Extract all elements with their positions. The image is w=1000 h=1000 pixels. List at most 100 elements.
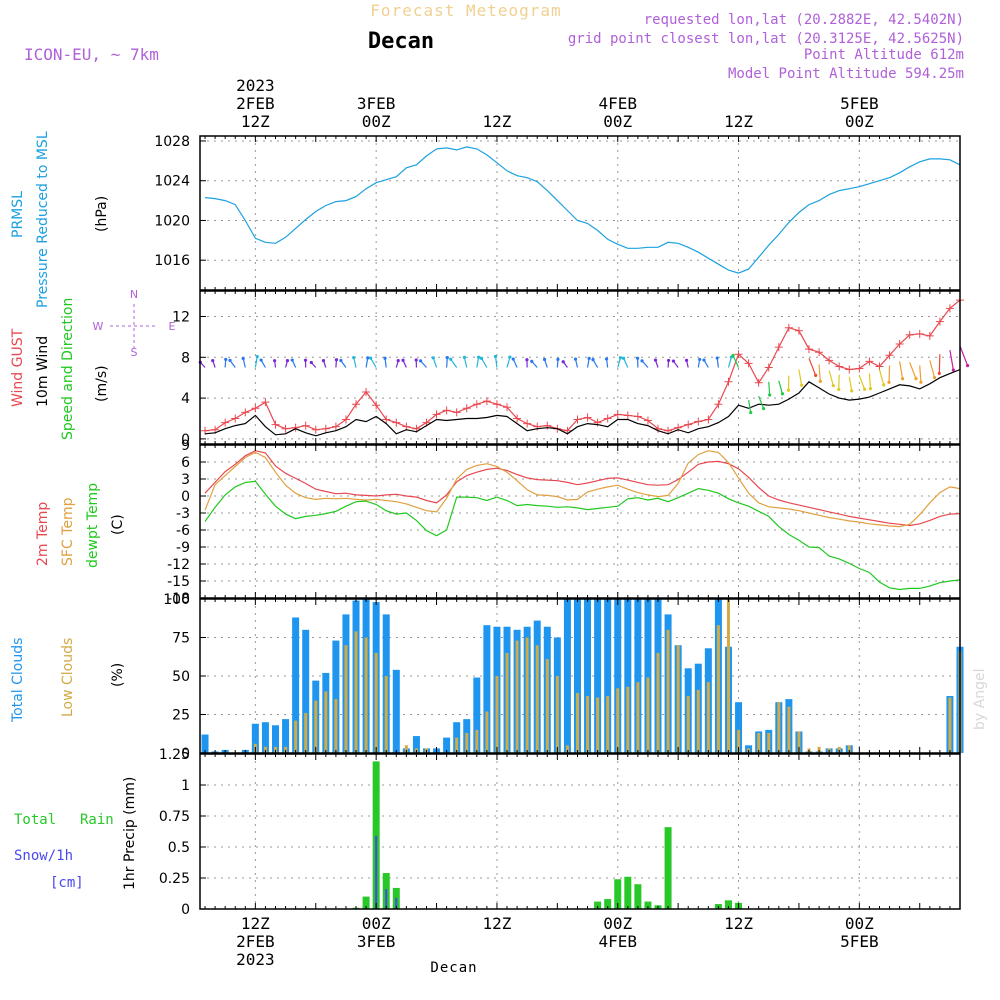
bottom-time-label: 12Z xyxy=(483,914,512,933)
wind-arrow-head xyxy=(366,356,370,360)
gust-marker xyxy=(523,419,532,428)
low-cloud-bar xyxy=(616,688,620,753)
low-cloud-bar xyxy=(837,746,841,753)
low-cloud-bar xyxy=(696,689,700,753)
gust-marker xyxy=(241,408,250,417)
wind-direction-arrow xyxy=(899,361,904,379)
wind-arrow-head xyxy=(831,384,835,388)
low-cloud-label: Low Clouds xyxy=(60,638,76,717)
wind-direction-arrow xyxy=(818,364,821,382)
gust-marker xyxy=(583,413,592,422)
wind-arrow-head xyxy=(618,356,623,360)
gust-marker xyxy=(372,401,381,410)
gust-marker xyxy=(291,423,300,432)
wind-arrow-head xyxy=(731,353,735,358)
pressure-ytick-label: 1024 xyxy=(154,174,190,190)
wind-arrow-head xyxy=(666,358,671,363)
low-cloud-bar xyxy=(737,729,741,753)
low-cloud-bar xyxy=(384,676,388,753)
gust-marker xyxy=(281,424,290,433)
temp-ytick-label: 3 xyxy=(181,472,190,488)
wind-arrow-head xyxy=(640,359,644,363)
sfc-label: SFC Temp xyxy=(60,497,76,566)
bottom-time-label: 3FEB xyxy=(357,932,396,951)
precip-unit: 1hr Precip (mm) xyxy=(122,777,138,890)
precip-ytick-label: 0.25 xyxy=(159,871,190,887)
low-cloud-bar xyxy=(565,745,569,753)
rain-bar xyxy=(624,876,632,909)
gust-marker xyxy=(643,416,652,425)
total-cloud-bar xyxy=(261,722,269,753)
wind-arrow-head xyxy=(321,358,326,363)
rain-bar xyxy=(614,879,622,909)
wind-arrow-head xyxy=(303,358,308,362)
low-cloud-bar xyxy=(294,720,298,753)
temp-ytick-label: -6 xyxy=(176,523,190,539)
low-cloud-bar xyxy=(757,732,761,753)
low-cloud-bar xyxy=(706,682,710,753)
wind-arrow-head xyxy=(396,359,400,363)
total-cloud-bar xyxy=(473,677,481,753)
bottom-time-label: 00Z xyxy=(845,914,874,933)
cloud-panel: 0 25 50 75 100 xyxy=(163,592,964,762)
low-cloud-bar xyxy=(304,712,308,753)
gust-marker xyxy=(492,400,501,409)
gust-marker xyxy=(734,350,743,359)
gust-marker xyxy=(764,363,773,372)
temp-ytick-label: -3 xyxy=(176,506,190,522)
model-label: ICON-EU, ~ 7km xyxy=(24,45,159,64)
top-time-label: 2FEB xyxy=(236,94,275,113)
wind-arrow-head xyxy=(786,388,791,392)
cloud-ytick-label: 50 xyxy=(172,669,190,685)
gust-marker xyxy=(875,362,884,371)
low-cloud-bar xyxy=(475,729,479,753)
gust-marker xyxy=(845,365,854,374)
total-cloud-bar xyxy=(624,599,632,753)
wind-arrow-head xyxy=(621,356,626,360)
wind-arrow-head xyxy=(445,355,449,360)
wind-direction-arrow xyxy=(353,357,357,368)
compass-letter: E xyxy=(169,320,176,333)
wind-arrow-head xyxy=(224,357,228,361)
gust-marker xyxy=(885,351,894,360)
low-cloud-bar xyxy=(575,692,579,753)
wind-arrow-head xyxy=(431,356,435,360)
wind-direction-arrow xyxy=(929,360,936,378)
wind-direction-arrow xyxy=(494,356,498,368)
wind-arrow-head xyxy=(850,389,854,393)
gust-marker xyxy=(744,359,753,368)
wind-arrow-head xyxy=(383,356,387,360)
wind-unit: (m/s) xyxy=(94,365,110,402)
wind-arrow-head xyxy=(525,358,529,362)
low-cloud-bar xyxy=(525,637,529,753)
gust-marker xyxy=(331,422,340,431)
top-time-label: 12Z xyxy=(724,112,753,131)
wind-direction-arrow xyxy=(450,358,458,368)
top-time-label: 12Z xyxy=(483,112,512,131)
total-cloud-bar xyxy=(201,734,209,753)
snow-label: Snow/1h xyxy=(14,848,73,864)
total-cloud-bar xyxy=(573,599,581,753)
sfc-temp-line xyxy=(204,450,961,528)
wind-direction-arrow xyxy=(476,357,480,368)
wind-arrow-head xyxy=(901,377,905,381)
gust-marker xyxy=(945,304,954,313)
bottom-time-label: 5FEB xyxy=(840,932,879,951)
wind-direction-arrow xyxy=(446,357,448,368)
low-cloud-bar xyxy=(596,697,600,753)
low-cloud-bar xyxy=(726,599,730,753)
low-cloud-bar xyxy=(545,659,549,753)
precip-ytick-label: 0 xyxy=(181,902,190,918)
low-cloud-bar xyxy=(535,645,539,753)
gust-marker xyxy=(503,403,512,412)
wind-direction-arrow xyxy=(758,395,765,409)
t2m-label: 2m Temp xyxy=(35,502,51,566)
wind-direction-arrow xyxy=(808,358,817,376)
top-time-label: 00Z xyxy=(603,112,632,131)
wind-arrow-head xyxy=(511,357,515,361)
top-time-label: 4FEB xyxy=(598,94,637,113)
compass-letter: N xyxy=(130,288,138,301)
gust-marker xyxy=(825,356,834,365)
compass-letter: S xyxy=(131,346,138,359)
low-cloud-bar xyxy=(606,696,610,753)
